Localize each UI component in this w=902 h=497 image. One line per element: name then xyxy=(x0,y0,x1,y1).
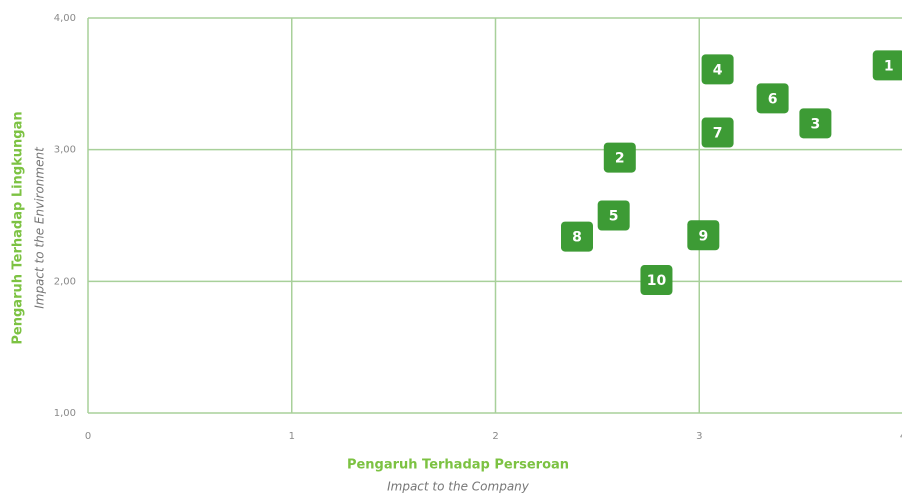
x-tick-label: 0 xyxy=(85,431,91,442)
point-marker xyxy=(687,220,720,251)
x-tick-label: 4 xyxy=(900,431,902,442)
point-marker xyxy=(756,83,789,114)
point-marker xyxy=(701,117,734,148)
point-marker xyxy=(799,108,832,139)
y-axis-title: Pengaruh Terhadap Lingkungan xyxy=(11,111,26,344)
point-label: 7 xyxy=(713,126,723,142)
x-axis-title: Pengaruh Terhadap Perseroan xyxy=(347,458,569,473)
point-marker xyxy=(597,200,630,231)
point-marker xyxy=(872,50,902,81)
point-marker xyxy=(640,265,673,296)
point-label: 2 xyxy=(615,151,625,167)
x-axis-subtitle: Impact to the Company xyxy=(387,480,530,494)
point-label: 9 xyxy=(698,228,708,244)
point-marker xyxy=(603,142,636,173)
x-tick-label: 2 xyxy=(492,431,498,442)
x-tick-label: 1 xyxy=(289,431,295,442)
point-label: 6 xyxy=(768,91,778,107)
y-tick-label: 4,00 xyxy=(54,13,76,24)
point-label: 1 xyxy=(884,58,894,74)
y-axis-subtitle: Impact to the Environment xyxy=(33,146,47,309)
point-label: 4 xyxy=(713,62,723,78)
point-label: 10 xyxy=(647,273,667,289)
y-tick-label: 1,00 xyxy=(54,408,76,419)
x-tick-label: 3 xyxy=(696,431,702,442)
point-marker xyxy=(701,54,734,85)
point-label: 8 xyxy=(572,230,582,246)
y-tick-label: 3,00 xyxy=(54,145,76,156)
point-label: 5 xyxy=(609,209,619,225)
y-tick-label: 2,00 xyxy=(54,276,76,287)
point-marker xyxy=(561,221,593,252)
point-label: 3 xyxy=(811,116,821,132)
